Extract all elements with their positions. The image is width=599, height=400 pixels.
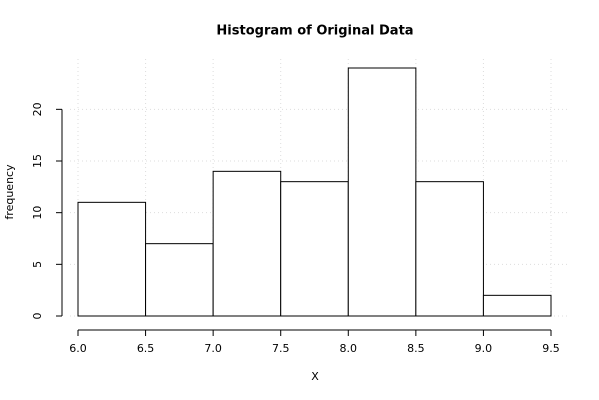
bar: [347, 67, 417, 317]
chart-title: Histogram of Original Data: [216, 24, 413, 39]
x-tick-label: 8.0: [340, 342, 358, 355]
y-tick-label: 20: [31, 102, 44, 116]
bar: [77, 201, 147, 317]
x-tick-label: 6.0: [69, 342, 87, 355]
x-tick-label: 7.0: [204, 342, 222, 355]
bar: [415, 181, 484, 317]
y-axis-label: frequency: [3, 164, 16, 220]
x-tick-label: 9.5: [542, 342, 560, 355]
x-tick-label: 6.5: [137, 342, 155, 355]
x-tick-label: 7.5: [272, 342, 290, 355]
bar: [145, 243, 214, 317]
y-tick-label: 10: [31, 206, 44, 220]
x-tick-label: 9.0: [475, 342, 493, 355]
bar: [482, 294, 552, 317]
x-axis-label: X: [311, 370, 319, 383]
y-tick-label: 0: [31, 313, 44, 320]
y-tick-label: 15: [31, 154, 44, 168]
bar: [280, 181, 349, 317]
x-tick-label: 8.5: [407, 342, 425, 355]
bar: [212, 170, 282, 317]
y-tick-label: 5: [31, 261, 44, 268]
